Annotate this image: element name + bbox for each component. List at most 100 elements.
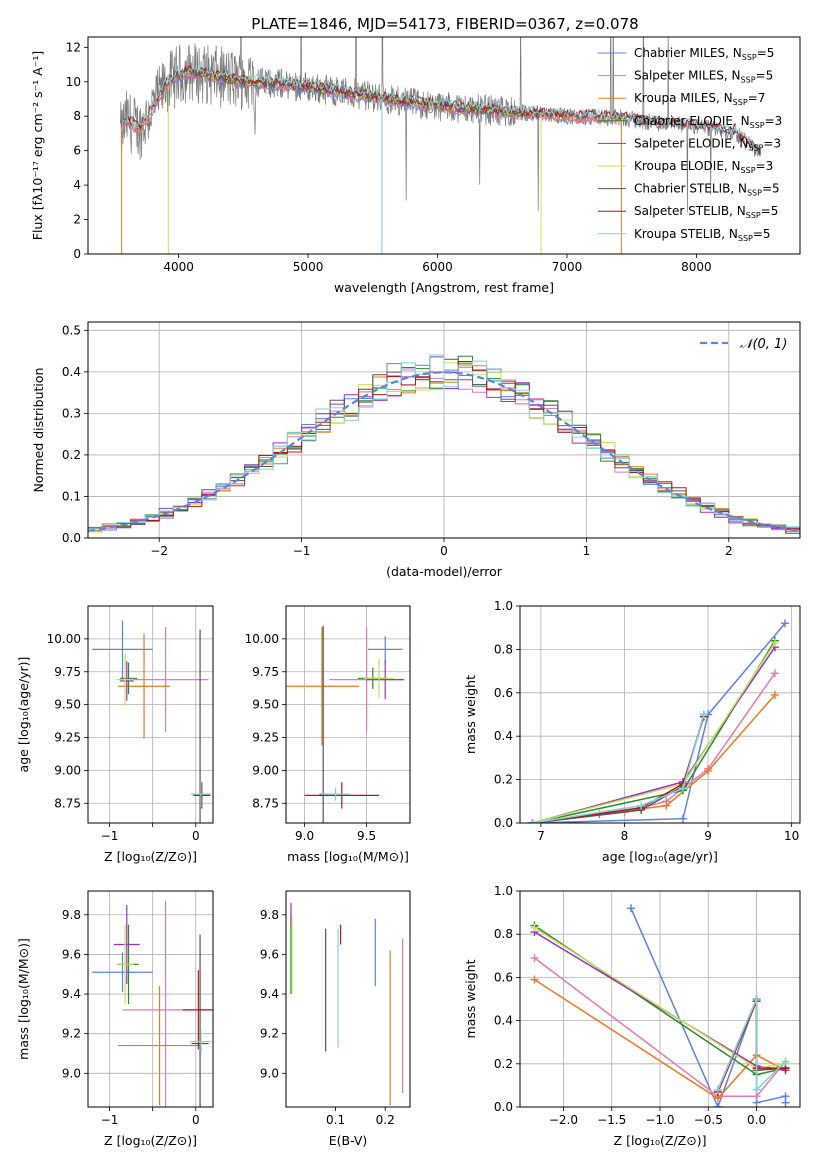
plot-area bbox=[92, 900, 213, 1107]
x-tick-label: 0 bbox=[192, 829, 200, 843]
y-tick-label: 8.75 bbox=[252, 796, 279, 810]
x-tick-label: −1.5 bbox=[597, 1113, 626, 1127]
y-tick-label: 12 bbox=[66, 40, 81, 54]
y-tick-label: 0.8 bbox=[494, 927, 513, 941]
y-tick-label: 0.2 bbox=[494, 773, 513, 787]
weight-point bbox=[781, 1057, 790, 1066]
chart-residuals: −2 −1 0 1 2 0.0 0.1 0.2 0.3 0.4 0.5 (data-model)/er… bbox=[31, 321, 801, 579]
y-axis-label: mass weight bbox=[463, 675, 478, 754]
plot-area bbox=[528, 619, 789, 823]
x-tick-label: −1 bbox=[101, 829, 119, 843]
weight-point bbox=[713, 1085, 722, 1094]
plot-area bbox=[290, 902, 404, 1106]
x-tick-label: −0.5 bbox=[694, 1113, 723, 1127]
legend-label: Kroupa ELODIE, NSSP=3 bbox=[634, 159, 773, 175]
x-tick-label: −2.0 bbox=[549, 1113, 578, 1127]
y-tick-label: 8.75 bbox=[54, 796, 81, 810]
normal-curve bbox=[88, 371, 800, 532]
y-tick-label: 0.1 bbox=[62, 489, 81, 503]
x-tick-label: 6000 bbox=[422, 260, 453, 274]
plot-area bbox=[88, 354, 800, 534]
y-axis-label: Normed distribution bbox=[31, 368, 46, 493]
y-axis-label: mass weight bbox=[463, 959, 478, 1038]
legend-label: Kroupa STELIB, NSSP=5 bbox=[634, 227, 771, 243]
weight-point bbox=[637, 801, 646, 810]
x-tick-label: 9.0 bbox=[295, 829, 314, 843]
x-axis-label: E(B-V) bbox=[329, 1133, 368, 1148]
weight-point bbox=[678, 814, 687, 823]
y-tick-label: 9.50 bbox=[54, 698, 81, 712]
y-tick-label: 9.4 bbox=[260, 987, 279, 1001]
axes-frame bbox=[87, 36, 801, 255]
y-tick-label: 9.0 bbox=[260, 1066, 279, 1080]
y-tick-label: 1.0 bbox=[494, 599, 513, 613]
weight-point bbox=[770, 669, 779, 678]
y-tick-label: 9.4 bbox=[62, 987, 81, 1001]
y-tick-label: 9.0 bbox=[62, 1066, 81, 1080]
x-axis-label: mass [log₁₀(M/M⊙)] bbox=[287, 849, 409, 864]
y-tick-label: 8 bbox=[73, 109, 81, 123]
x-tick-label: 7 bbox=[537, 829, 545, 843]
y-tick-label: 9.75 bbox=[252, 665, 279, 679]
y-tick-label: 9.6 bbox=[62, 947, 81, 961]
y-tick-label: 9.75 bbox=[54, 665, 81, 679]
y-axis-label: mass [log₁₀(M/M⊙)] bbox=[16, 938, 31, 1060]
y-tick-label: 10.00 bbox=[47, 632, 81, 646]
x-tick-label: 7000 bbox=[552, 260, 583, 274]
plot-area bbox=[530, 904, 790, 1107]
x-tick-label: 8000 bbox=[681, 260, 712, 274]
y-tick-label: 9.00 bbox=[252, 763, 279, 777]
x-tick-label: −2 bbox=[150, 544, 168, 558]
axes-frame bbox=[87, 321, 801, 539]
legend-label: Chabrier ELODIE, NSSP=3 bbox=[634, 114, 782, 130]
y-tick-label: 9.8 bbox=[260, 908, 279, 922]
x-tick-label: −1 bbox=[101, 1113, 119, 1127]
weight-point bbox=[530, 953, 539, 962]
axes-frame bbox=[519, 605, 801, 824]
chart-weight-age: 7 8 9 10 0.0 0.2 0.4 0.6 0.8 1.0 age [log₁₀(age/yr… bbox=[463, 599, 801, 864]
weight-line bbox=[532, 716, 705, 823]
x-tick-label: 0.1 bbox=[326, 1113, 345, 1127]
y-tick-label: 2 bbox=[73, 213, 81, 227]
weight-point bbox=[770, 690, 779, 699]
x-tick-label: 0 bbox=[192, 1113, 200, 1127]
axes-frame bbox=[285, 890, 411, 1108]
chart-mass-EBV: 0.1 0.2 9.0 9.2 9.4 9.6 9.8 E(B-V) bbox=[260, 890, 411, 1148]
y-tick-label: 0.0 bbox=[494, 816, 513, 830]
weight-line bbox=[534, 978, 786, 1100]
weight-point bbox=[770, 638, 779, 647]
x-tick-label: 10 bbox=[784, 829, 799, 843]
x-tick-label: 8 bbox=[621, 829, 629, 843]
weight-point bbox=[530, 975, 539, 984]
legend-label: 𝒩(0, 1) bbox=[740, 337, 787, 352]
x-tick-label: 9.5 bbox=[357, 829, 376, 843]
y-tick-label: 1.0 bbox=[494, 884, 513, 898]
y-tick-label: 0.6 bbox=[494, 970, 513, 984]
weight-line bbox=[532, 714, 705, 823]
y-tick-label: 0.4 bbox=[494, 729, 513, 743]
y-tick-label: 0.0 bbox=[494, 1100, 513, 1114]
chart-spectrum: 4000 5000 6000 7000 8000 0 2 4 6 8 10 12 wavelength … bbox=[30, 36, 801, 295]
weight-point bbox=[781, 1098, 790, 1107]
chart-age-Z: −1 0 8.75 9.00 9.25 9.50 9.75 10.00 Z [log₁₀(Z/Z… bbox=[16, 605, 214, 864]
weight-point bbox=[780, 619, 789, 628]
y-tick-label: 9.00 bbox=[54, 763, 81, 777]
model-spectrum bbox=[167, 68, 542, 120]
weight-point bbox=[752, 995, 761, 1003]
y-tick-label: 10.00 bbox=[245, 632, 279, 646]
y-tick-label: 4 bbox=[73, 178, 81, 192]
y-axis-label: Flux [fλ10⁻¹⁷ erg cm⁻² s⁻¹ A⁻¹] bbox=[30, 51, 45, 240]
x-tick-label: −1 bbox=[293, 544, 311, 558]
y-tick-label: 0.3 bbox=[62, 406, 81, 420]
y-tick-label: 9.2 bbox=[260, 1027, 279, 1041]
y-tick-label: 10 bbox=[66, 75, 81, 89]
x-axis-label: age [log₁₀(age/yr)] bbox=[602, 849, 718, 864]
legend-label: Salpeter ELODIE, NSSP=3 bbox=[634, 136, 781, 152]
x-tick-label: 2 bbox=[725, 544, 733, 558]
weight-point bbox=[662, 801, 671, 810]
weight-line bbox=[534, 957, 787, 1097]
y-tick-label: 9.2 bbox=[62, 1027, 81, 1041]
x-axis-label: Z [log₁₀(Z/Z⊙)] bbox=[104, 849, 197, 864]
axes-frame bbox=[519, 890, 801, 1108]
x-tick-label: 0.0 bbox=[747, 1113, 766, 1127]
